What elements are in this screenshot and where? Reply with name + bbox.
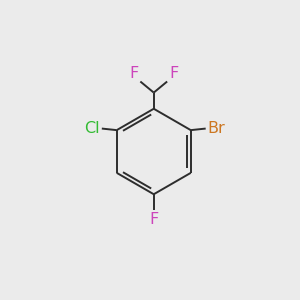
- Text: Br: Br: [208, 121, 225, 136]
- Text: F: F: [149, 212, 158, 227]
- Text: F: F: [169, 66, 178, 81]
- Text: F: F: [129, 66, 139, 81]
- Text: Cl: Cl: [84, 121, 100, 136]
